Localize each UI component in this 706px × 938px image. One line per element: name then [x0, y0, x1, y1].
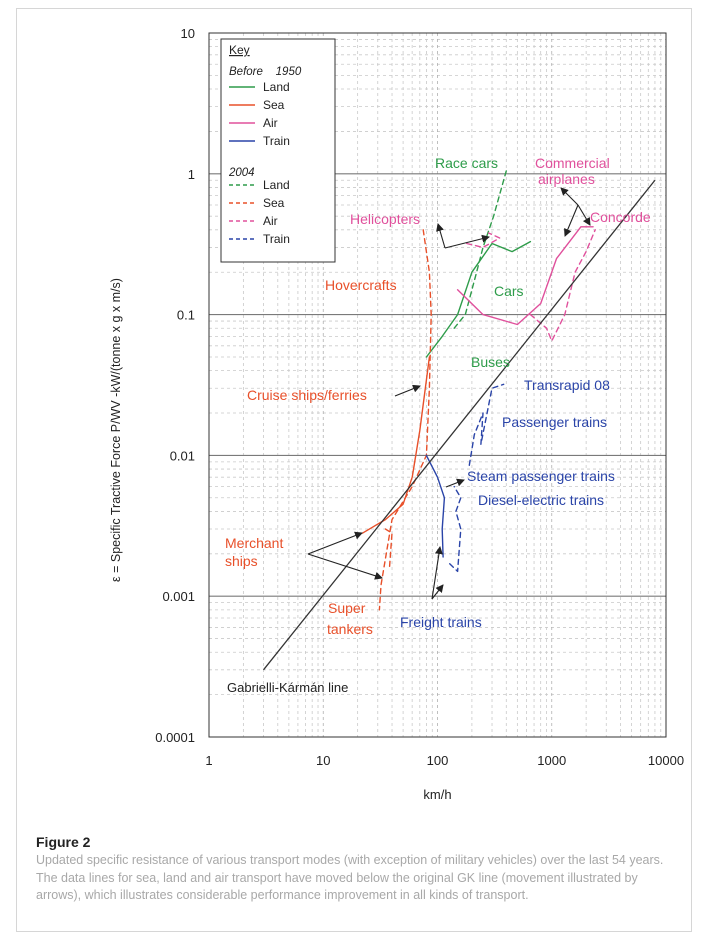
annotation-label: Commercial: [535, 155, 610, 171]
legend-entry-label: Train: [263, 134, 290, 148]
series-train-before: [425, 454, 446, 558]
figure-caption: Updated specific resistance of various t…: [36, 853, 664, 902]
legend-group-before-title: Before 1950: [229, 66, 302, 78]
annotation-label: Cruise ships/ferries: [247, 387, 367, 403]
annotation-label: airplanes: [538, 171, 595, 187]
y-tick-label: 0.01: [170, 448, 195, 463]
annotation-label: Diesel-electric trains: [478, 492, 604, 508]
plot-area-frame: [208, 32, 667, 738]
y-tick-label: 10: [181, 26, 195, 41]
annotation-label: tankers: [327, 621, 373, 637]
movement-arrow: [307, 531, 363, 555]
movement-arrow: [394, 384, 421, 397]
legend-entries: Land Sea Air Train Land Sea Air Train: [229, 80, 290, 246]
chart: 1 10 100 1000 10000 0.0001 0.001 0.01 0.1 1 10 km/…: [109, 26, 684, 802]
movement-arrow: [431, 546, 443, 600]
series-sea-2004: [384, 528, 393, 569]
annotation-label: Cars: [494, 283, 524, 299]
movement-arrow: [431, 584, 444, 600]
y-tick-label: 0.0001: [155, 730, 195, 745]
annotation-label: Transrapid 08: [524, 377, 610, 393]
annotation-label: Hovercrafts: [325, 277, 397, 293]
series-train-2004: [449, 485, 462, 573]
x-tick-label: 100: [427, 753, 449, 768]
figure-frame: [16, 8, 692, 932]
legend-group-2004-title: 2004: [228, 167, 255, 179]
movement-arrow: [444, 234, 490, 249]
x-axis-label: km/h: [423, 787, 451, 802]
figure-title: Figure 2: [36, 834, 91, 850]
major-gridlines: [209, 33, 666, 737]
series-air-before: [456, 226, 594, 326]
legend-box: [220, 38, 336, 263]
movement-arrow: [577, 204, 591, 226]
x-tick-label: 1: [205, 753, 212, 768]
legend: Key Before 1950 Land Sea Air Train Land Sea Ai…: [220, 38, 336, 263]
annotation-label: Merchant: [225, 535, 283, 551]
y-tick-label: 1: [188, 167, 195, 182]
y-tick-label: 0.1: [177, 308, 195, 323]
legend-entry-label: Air: [263, 116, 278, 130]
x-tick-label: 10: [316, 753, 330, 768]
series-land-2004: [453, 170, 507, 329]
annotation-label: Race cars: [435, 155, 498, 171]
reference-line-label: Gabrielli-Kármán line: [227, 680, 348, 695]
legend-entry-label: Land: [263, 80, 290, 94]
series-air-2004: [466, 232, 501, 249]
movement-arrow: [436, 223, 446, 249]
movement-arrows: [307, 187, 591, 600]
annotation-label: Concorde: [590, 209, 651, 225]
movement-arrow: [560, 187, 579, 206]
y-axis-label: ε = Specific Tractive Force P/WV -kW/(to…: [109, 278, 123, 582]
movement-arrow: [564, 204, 579, 237]
annotation-label: Steam passenger trains: [467, 468, 615, 484]
annotation-label: Helicopters: [350, 211, 420, 227]
series-sea-before: [361, 356, 431, 534]
gabrielli-karman-line: Gabrielli-Kármán line: [227, 179, 656, 695]
annotation-label: Super: [328, 600, 366, 616]
legend-entry-label: Train: [263, 232, 290, 246]
x-tick-label: 10000: [648, 753, 684, 768]
annotation-label: ships: [225, 553, 258, 569]
series-land-before: [425, 240, 532, 358]
legend-entry-label: Air: [263, 214, 278, 228]
annotation-label: Freight trains: [400, 614, 482, 630]
movement-arrow: [445, 478, 465, 488]
x-tick-label: 1000: [537, 753, 566, 768]
tick-labels: 1 10 100 1000 10000 0.0001 0.001 0.01 0.1 1 10: [155, 26, 684, 768]
annotation-label: Passenger trains: [502, 414, 607, 430]
legend-entry-label: Land: [263, 178, 290, 192]
movement-arrow: [307, 553, 383, 580]
series-lines: [361, 170, 596, 611]
y-tick-label: 0.001: [162, 589, 195, 604]
series-air-2004: [529, 229, 596, 342]
legend-entry-label: Sea: [263, 196, 285, 210]
reference-line: [263, 179, 656, 671]
annotation-label: Buses: [471, 354, 510, 370]
legend-entry-label: Sea: [263, 98, 285, 112]
series-train-2004: [468, 383, 505, 466]
legend-title: Key: [229, 43, 250, 57]
